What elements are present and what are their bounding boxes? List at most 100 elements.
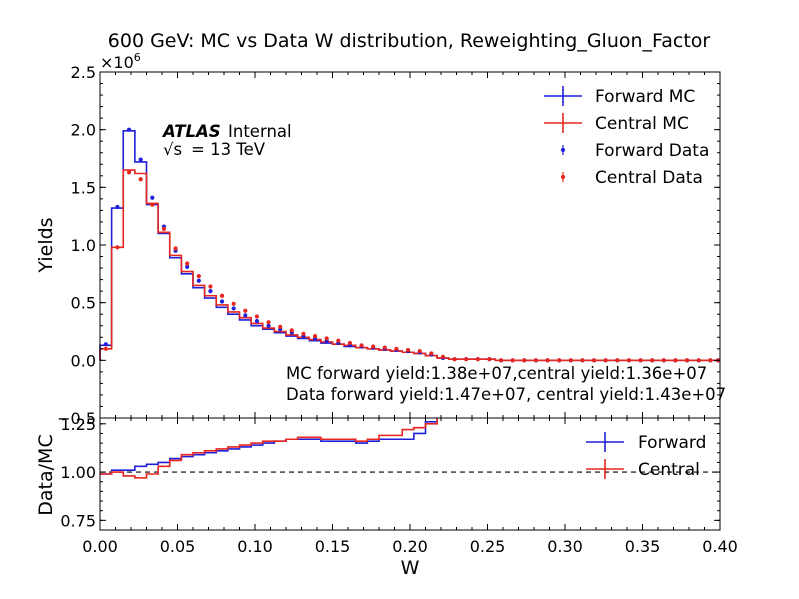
data-point	[208, 289, 213, 294]
data-point	[138, 177, 143, 182]
data-point	[440, 354, 446, 359]
data-point	[115, 245, 120, 250]
ratio-plot: 0.00 0.05 0.10 0.15 0.20 0.25 0.30 0.35 0.40 0.75…	[60, 415, 738, 556]
legend-lower: Forward Central	[586, 432, 706, 480]
data-point	[545, 358, 550, 363]
legend-entry: Central Data	[560, 168, 703, 188]
energy-label-text: = 13 TeV	[191, 140, 266, 159]
energy-sqrt-text: √s	[163, 140, 182, 159]
data-point	[371, 344, 376, 349]
data-point	[231, 301, 236, 306]
legend-label: Forward	[638, 433, 706, 453]
ratio-plot-frame	[99, 417, 721, 531]
data-point	[417, 349, 422, 354]
data-point	[708, 358, 713, 363]
legend-entry: Central MC	[544, 113, 689, 134]
legend-label: Central	[638, 460, 700, 480]
data-point	[208, 284, 213, 289]
data-point	[150, 202, 155, 207]
data-point	[394, 346, 399, 351]
data-point	[312, 334, 318, 339]
x-axis-label: W	[401, 557, 420, 579]
data-point	[324, 336, 329, 341]
x-tick-label: 0.35	[625, 537, 661, 556]
data-point	[603, 358, 608, 363]
y-axis-label-lower: Data/MC	[35, 434, 57, 515]
data-point	[115, 204, 120, 210]
legend-entry: Forward MC	[544, 86, 695, 107]
data-point	[557, 358, 562, 363]
main-plot: −0.5 0.0 0.5 1.0 1.5 2.0 2.5	[57, 63, 721, 428]
chart-title: 600 GeV: MC vs Data W distribution, Rewe…	[108, 30, 711, 52]
x-tick-label: 0.20	[392, 537, 428, 556]
data-point	[684, 358, 690, 363]
data-point	[568, 358, 573, 363]
data-point	[173, 246, 178, 251]
atlas-internal-text: Internal	[228, 122, 292, 141]
data-point	[336, 338, 341, 343]
legend-entry: Forward Data	[560, 141, 709, 161]
data-point	[533, 358, 539, 363]
y-multiplier-label: ×106	[100, 51, 141, 72]
legend-entry: Central	[586, 459, 700, 480]
x-tick-label: 0.00	[82, 537, 118, 556]
legend-label: Central Data	[595, 168, 703, 188]
data-point	[475, 357, 480, 362]
data-point	[580, 358, 585, 363]
data-point	[661, 358, 666, 363]
x-tick-label: 0.15	[315, 537, 351, 556]
data-point	[185, 261, 190, 266]
data-point	[289, 328, 294, 333]
data-point	[196, 274, 201, 279]
y-tick-label: 1.0	[71, 236, 96, 255]
y-tick-label: 1.5	[71, 178, 96, 197]
y-tick-label: 1.00	[60, 463, 96, 482]
data-point	[464, 357, 469, 362]
series-forward-mc	[99, 130, 720, 362]
annotation-data-yield: Data forward yield:1.47e+07, central yie…	[286, 385, 726, 404]
atlas-text: ATLAS	[161, 122, 221, 141]
data-point	[615, 358, 620, 363]
data-point	[150, 195, 155, 200]
legend-entry: Forward	[586, 432, 706, 453]
data-point	[219, 293, 225, 298]
x-tick-label: 0.25	[470, 537, 506, 556]
data-point	[591, 358, 597, 363]
data-point	[243, 308, 248, 313]
y-tick-label: 2.5	[71, 63, 96, 82]
data-point	[196, 278, 201, 283]
y-tick-label: −0.5	[57, 409, 96, 428]
data-point	[510, 358, 515, 363]
ratio-series-forward	[100, 418, 438, 475]
data-point	[126, 127, 132, 132]
data-point	[126, 170, 132, 175]
data-point	[243, 313, 248, 318]
data-point	[278, 324, 283, 329]
y-tick-label: 0.5	[71, 294, 96, 313]
data-point	[429, 351, 434, 356]
legend-upper: Forward MC Central MC Forward Data Central …	[544, 86, 709, 188]
data-point	[650, 358, 655, 363]
data-point	[266, 320, 271, 325]
data-point	[696, 358, 701, 363]
x-tick-label: 0.30	[547, 537, 583, 556]
series-forward-data	[103, 127, 721, 363]
y-axis-label-upper: Yields	[35, 217, 57, 273]
data-point	[103, 346, 108, 351]
atlas-label: ATLAS Internal √s = 13 TeV	[161, 122, 292, 159]
data-point	[254, 314, 260, 319]
data-point	[301, 331, 306, 336]
y-tick-label: 1.25	[60, 415, 96, 434]
data-point	[522, 358, 527, 363]
data-point	[405, 347, 411, 353]
data-point	[185, 264, 190, 270]
data-point	[626, 358, 632, 363]
data-point	[219, 299, 225, 304]
x-tick-label: 0.40	[702, 537, 738, 556]
series-central-data	[103, 170, 721, 363]
data-point	[161, 226, 167, 231]
legend-label: Forward MC	[595, 87, 695, 107]
data-point	[266, 323, 271, 328]
y-tick-label: 2.0	[71, 121, 96, 140]
